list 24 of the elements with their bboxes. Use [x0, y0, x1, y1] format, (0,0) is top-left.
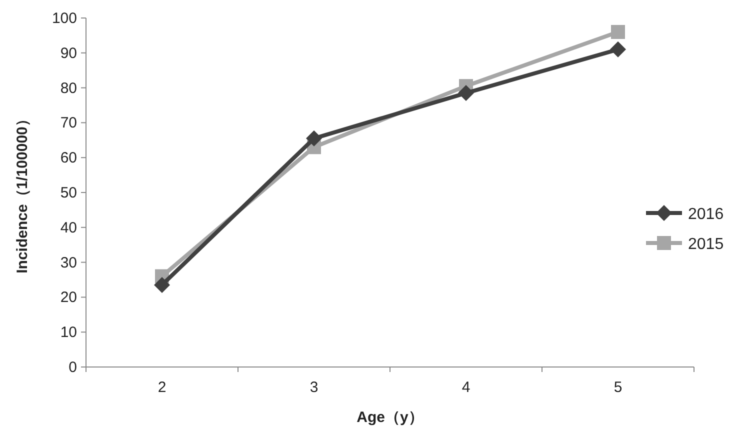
- x-tick-label: 2: [158, 379, 166, 396]
- legend-label: 2015: [688, 236, 724, 253]
- y-tick-label: 50: [60, 184, 77, 202]
- x-tick-label: 4: [462, 379, 470, 396]
- point: [154, 276, 170, 293]
- legend-label: 2016: [688, 206, 724, 223]
- y-tick-label: 20: [60, 289, 77, 306]
- y-tick-label: 60: [60, 150, 77, 167]
- y-tick-label: 90: [60, 44, 77, 62]
- point: [458, 85, 474, 102]
- x-tick-label: 3: [310, 379, 318, 396]
- point: [610, 41, 626, 58]
- y-tick-label: 100: [52, 10, 77, 27]
- y-tick-label: 30: [60, 254, 77, 272]
- x-tick-label: 5: [614, 379, 622, 396]
- y-tick-label: 80: [60, 80, 77, 97]
- y-tick-label: 70: [60, 114, 77, 132]
- y-tick-label: 0: [68, 359, 77, 376]
- point: [611, 24, 625, 39]
- y-axis-title: Incidence（1/100000）: [14, 112, 31, 274]
- y-tick-label: 10: [60, 324, 77, 342]
- point: [306, 130, 322, 146]
- y-tick-label: 40: [60, 219, 77, 236]
- x-axis-title: Age（y）: [356, 409, 424, 426]
